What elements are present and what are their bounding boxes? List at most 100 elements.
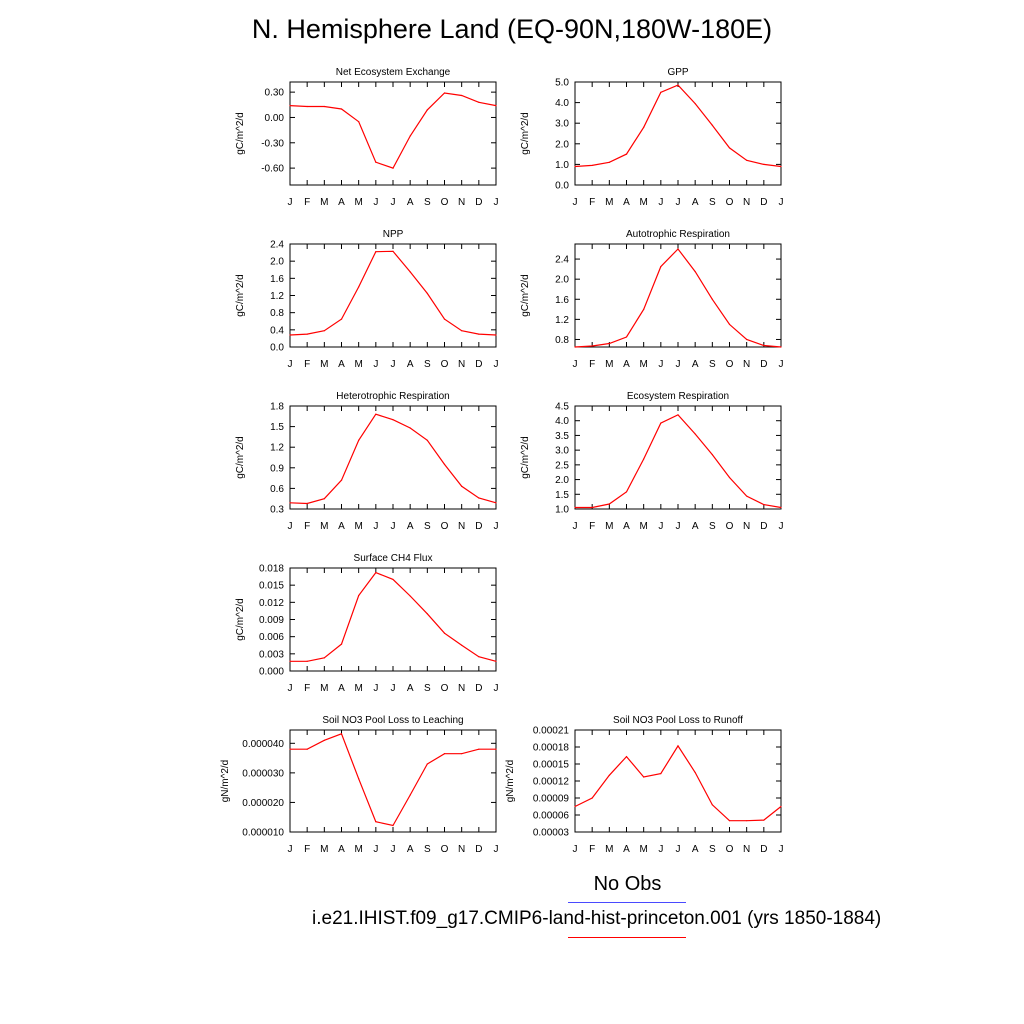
x-tick-label: D (760, 197, 767, 208)
data-point (625, 336, 628, 338)
data-point (625, 756, 628, 758)
plot-frame (574, 405, 782, 510)
x-tick-label: J (658, 197, 663, 208)
data-point (643, 458, 645, 460)
y-tick-label: 0.006 (259, 632, 284, 643)
data-point (323, 739, 325, 741)
x-tick-label: J (676, 521, 681, 532)
data-point (375, 821, 377, 823)
x-tick-label: A (623, 359, 630, 370)
x-tick-label: A (407, 197, 414, 208)
data-point (608, 503, 610, 505)
data-point (306, 105, 308, 108)
x-tick-label: J (391, 844, 396, 855)
y-tick-label: 0.000 (259, 667, 284, 678)
y-tick-label: 1.5 (555, 490, 569, 501)
legend-model-label: i.e21.IHIST.f09_g17.CMIP6-land-hist-prin… (312, 908, 882, 929)
data-point (426, 292, 428, 294)
data-point (426, 613, 428, 615)
x-tick-label: O (726, 359, 734, 370)
y-tick-label: -0.60 (261, 164, 284, 175)
data-point (728, 147, 731, 149)
x-tick-label: D (760, 844, 767, 855)
data-point (392, 419, 394, 421)
x-tick-label: M (605, 844, 613, 855)
data-point (392, 167, 394, 169)
x-tick-label: D (760, 359, 767, 370)
x-tick-label: S (709, 844, 716, 855)
data-point (443, 753, 446, 755)
y-tick-label: 0.00015 (533, 760, 570, 771)
data-point (323, 105, 325, 108)
chart-panel-6: Ecosystem Respiration 4.5 4.0 3.5 3.0 2.5 2.0 1… (520, 391, 784, 532)
x-tick-label: A (623, 197, 630, 208)
plot-frame (289, 729, 497, 833)
data-point (763, 503, 765, 506)
data-point (746, 820, 748, 822)
data-point (306, 502, 308, 505)
y-tick-label: 5.0 (555, 78, 569, 89)
y-tick-label: 0.000020 (242, 798, 284, 809)
chart-panel-5: Heterotrophic Respiration 1.8 1.5 1.2 0.9 0.6… (235, 391, 499, 532)
data-point (660, 91, 662, 93)
y-tick-label: 0.30 (265, 88, 285, 99)
x-tick-label: A (692, 521, 699, 532)
x-tick-label: D (760, 521, 767, 532)
data-point (746, 338, 748, 341)
x-tick-label: M (639, 521, 647, 532)
data-point (677, 84, 679, 86)
data-point (340, 108, 343, 110)
x-tick-label: A (623, 844, 630, 855)
x-tick-label: N (458, 197, 465, 208)
x-tick-label: N (743, 844, 750, 855)
data-point (478, 101, 480, 103)
data-point (728, 323, 731, 325)
x-tick-label: O (726, 521, 734, 532)
data-point (443, 632, 446, 634)
x-tick-label: M (605, 359, 613, 370)
x-tick-label: M (639, 359, 647, 370)
series-line (289, 413, 497, 505)
chart-title: Autotrophic Respiration (626, 229, 730, 240)
data-point (660, 266, 662, 268)
y-axis-label: gC/m^2/d (520, 436, 531, 479)
x-tick-label: D (475, 197, 482, 208)
y-tick-label: 0.0 (555, 181, 569, 192)
x-tick-label: N (743, 359, 750, 370)
data-point (340, 733, 343, 735)
y-tick-label: 3.0 (555, 119, 569, 130)
data-point (711, 124, 713, 126)
x-tick-label: A (692, 844, 699, 855)
y-tick-label: 0.018 (259, 564, 284, 575)
x-tick-label: O (441, 359, 449, 370)
x-tick-label: M (354, 359, 362, 370)
data-point (728, 476, 731, 479)
x-tick-label: J (391, 521, 396, 532)
data-point (495, 105, 497, 107)
y-tick-label: 3.0 (555, 446, 569, 457)
data-point (392, 578, 394, 581)
chart-title: Soil NO3 Pool Loss to Runoff (613, 715, 743, 726)
chart-panel-4: Autotrophic Respiration 2.4 2.0 1.6 1.2 0.8 gC… (520, 229, 784, 370)
x-tick-label: J (676, 197, 681, 208)
y-tick-label: 0.000040 (242, 739, 284, 750)
chart-title: Soil NO3 Pool Loss to Leaching (322, 715, 463, 726)
x-tick-label: F (304, 844, 310, 855)
x-tick-label: O (441, 844, 449, 855)
data-point (409, 794, 411, 796)
x-tick-label: M (354, 521, 362, 532)
plot-frame (289, 405, 497, 510)
data-point (780, 165, 782, 168)
x-tick-label: J (573, 197, 578, 208)
x-tick-label: N (458, 683, 465, 694)
y-tick-label: 4.0 (555, 416, 569, 427)
x-tick-label: S (424, 359, 431, 370)
x-tick-label: F (589, 844, 595, 855)
data-point (574, 346, 576, 348)
data-point (495, 334, 497, 336)
data-point (677, 745, 679, 747)
x-tick-label: A (407, 521, 414, 532)
x-tick-label: O (726, 197, 734, 208)
y-tick-label: 0.00018 (533, 743, 570, 754)
